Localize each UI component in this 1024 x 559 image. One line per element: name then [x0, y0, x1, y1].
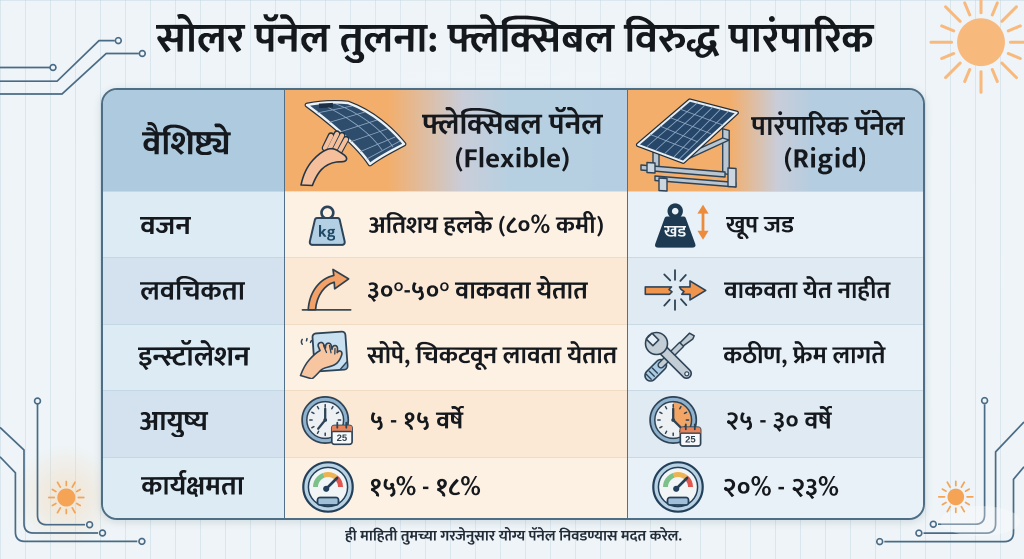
svg-text:25: 25: [685, 435, 696, 446]
svg-text:25: 25: [337, 433, 348, 444]
